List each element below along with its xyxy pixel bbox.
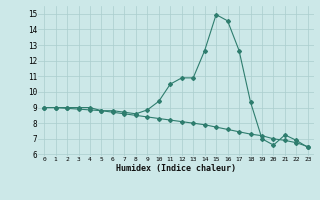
X-axis label: Humidex (Indice chaleur): Humidex (Indice chaleur): [116, 164, 236, 173]
